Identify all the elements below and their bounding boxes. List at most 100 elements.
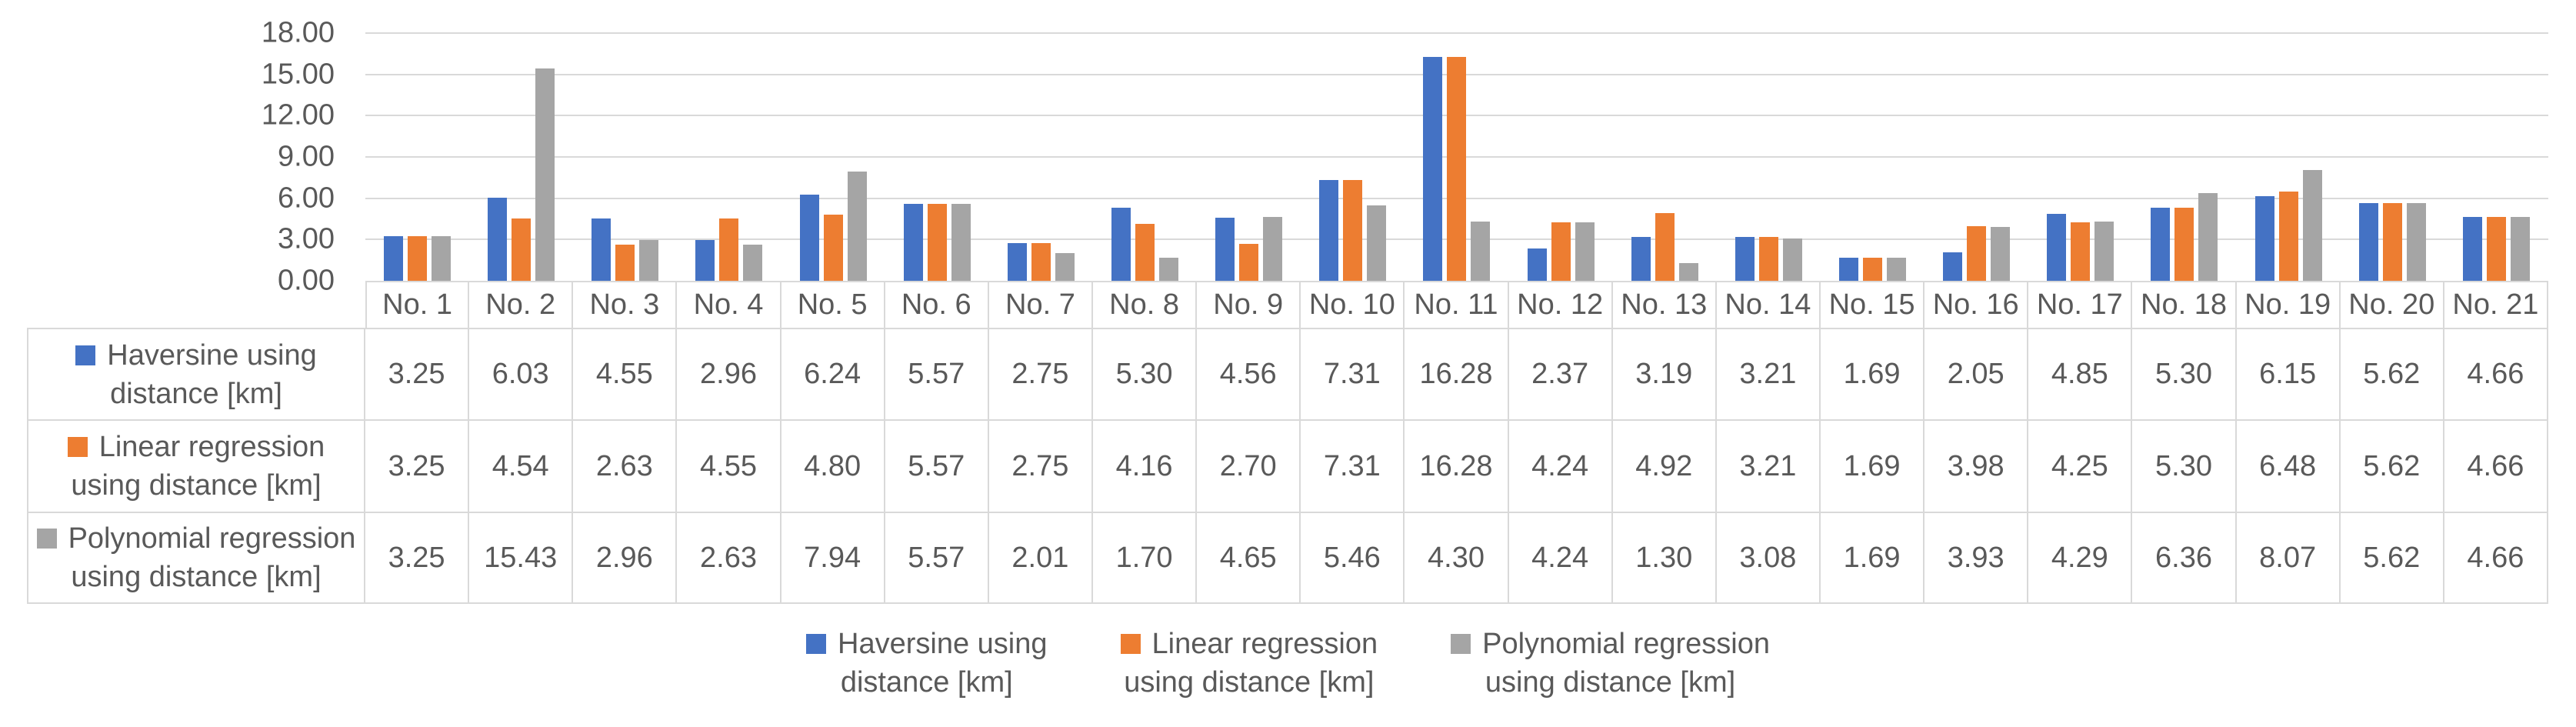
y-axis-tick-label: 15.00: [261, 58, 335, 91]
bar-linear-regression: [719, 218, 739, 281]
table-value-cell: 4.66: [2444, 329, 2548, 421]
table-value-cell: 3.19: [1612, 329, 1717, 421]
bar-polynomial-regression: [743, 245, 763, 281]
table-header-cell: No. 4: [677, 281, 781, 329]
bar-haversine: [695, 240, 715, 281]
bar-group: [469, 0, 573, 281]
bar-polynomial-regression: [1367, 205, 1387, 281]
table-value-cell: 15.43: [469, 513, 574, 604]
bar-linear-regression: [512, 218, 532, 281]
bar-polynomial-regression: [1159, 258, 1179, 281]
table-value-cell: 5.46: [1301, 513, 1405, 604]
table-value-cell: 7.94: [781, 513, 885, 604]
bar-linear-regression: [1967, 226, 1987, 281]
series-label-text: Polynomial regression: [68, 522, 356, 555]
table-value-cell: 3.25: [365, 329, 470, 421]
table-value-cell: 1.69: [1820, 421, 1925, 513]
bar-linear-regression: [1863, 258, 1883, 281]
legend-entry-line1: Linear regression: [1120, 625, 1378, 663]
table-value-cell: 4.92: [1612, 421, 1717, 513]
table-value-cell: 4.55: [677, 421, 781, 513]
table-value-cell: 3.21: [1716, 329, 1821, 421]
legend-entry-line2: using distance [km]: [1485, 666, 1736, 699]
table-header-cell: No. 5: [781, 281, 885, 329]
table-header-cell: No. 7: [988, 281, 1093, 329]
bar-haversine: [1215, 218, 1235, 281]
table-corner-cell: [27, 281, 365, 329]
table-value-cell: 3.25: [365, 421, 470, 513]
table-value-cell: 5.57: [885, 329, 989, 421]
table-value-cell: 4.66: [2444, 513, 2548, 604]
legend-swatch: [806, 634, 827, 654]
table-value-cell: 8.07: [2236, 513, 2341, 604]
bar-group: [1405, 0, 1508, 281]
table-value-cell: 5.30: [2132, 421, 2237, 513]
series-label-line1: Haversine using: [75, 336, 317, 375]
table-header-cell: No. 21: [2444, 281, 2548, 329]
table-header-cell: No. 1: [365, 281, 470, 329]
y-axis-tick-label: 6.00: [278, 182, 335, 215]
table-value-cell: 3.98: [1925, 421, 2029, 513]
y-axis-tick-label: 18.00: [261, 16, 335, 49]
legend-entry: Haversine using distance [km]: [806, 625, 1048, 702]
series-label-line2: using distance [km]: [71, 561, 322, 593]
series-label-line2: distance [km]: [110, 377, 282, 410]
bar-haversine: [2462, 217, 2482, 281]
bar-linear-regression: [2278, 192, 2298, 281]
bar-linear-regression: [927, 204, 947, 281]
data-table: No. 1 No. 2 No. 3 No. 4 No. 5 No. 6 No. 7 No. 8…: [27, 281, 2548, 604]
bar-group: [1197, 0, 1301, 281]
bar-haversine: [903, 204, 923, 281]
table-value-cell: 1.69: [1820, 513, 1925, 604]
table-value-cell: 4.54: [469, 421, 574, 513]
table-value-cell: 2.05: [1925, 329, 2029, 421]
table-value-cell: 2.37: [1508, 329, 1613, 421]
bar-group: [1925, 0, 2028, 281]
bar-linear-regression: [1655, 213, 1675, 281]
series-label-text: Linear regression: [98, 431, 325, 463]
y-axis-tick-label: 12.00: [261, 98, 335, 132]
table-value-cell: 2.01: [988, 513, 1093, 604]
bar-group: [573, 0, 677, 281]
legend-swatch: [1451, 634, 1471, 654]
legend-entry: Linear regression using distance [km]: [1120, 625, 1378, 702]
bar-linear-regression: [1758, 237, 1778, 281]
table-value-cell: 5.57: [885, 513, 989, 604]
table-value-cell: 3.08: [1716, 513, 1821, 604]
table-value-cell: 7.31: [1301, 329, 1405, 421]
bar-haversine: [2151, 208, 2171, 281]
table-value-cell: 1.30: [1612, 513, 1717, 604]
table-value-cell: 6.15: [2236, 329, 2341, 421]
bar-polynomial-regression: [2302, 170, 2322, 281]
table-value-cell: 3.21: [1716, 421, 1821, 513]
table-value-cell: 16.28: [1405, 421, 1509, 513]
bar-haversine: [799, 195, 819, 281]
table-value-cell: 7.31: [1301, 421, 1405, 513]
bar-polynomial-regression: [2198, 193, 2218, 281]
table-header-cell: No. 2: [469, 281, 574, 329]
bar-haversine: [2254, 196, 2274, 281]
bar-polynomial-regression: [1471, 222, 1491, 281]
table-value-cell: 4.24: [1508, 421, 1613, 513]
bar-linear-regression: [2486, 217, 2506, 281]
table-value-cell: 16.28: [1405, 329, 1509, 421]
legend-key-swatch: [75, 345, 96, 365]
bar-linear-regression: [2382, 203, 2402, 281]
series-label-cell: Polynomial regression using distance [km]: [27, 513, 365, 604]
bar-haversine: [2358, 203, 2378, 281]
bar-haversine: [1839, 258, 1859, 281]
y-axis-tick-label: 9.00: [278, 140, 335, 173]
table-header-cell: No. 12: [1508, 281, 1613, 329]
chart-legend: Haversine using distance [km] Linear regre…: [0, 625, 2576, 702]
bar-polynomial-regression: [432, 236, 452, 281]
legend-entry-text: Haversine using: [838, 628, 1048, 660]
table-value-cell: 4.16: [1092, 421, 1198, 513]
table-value-cell: 6.24: [781, 329, 885, 421]
table-value-cell: 5.62: [2340, 329, 2444, 421]
bar-group: [2028, 0, 2132, 281]
series-label-cell: Haversine using distance [km]: [27, 329, 365, 421]
bar-polynomial-regression: [847, 172, 867, 281]
legend-key-swatch: [36, 529, 57, 549]
table-header-cell: No. 16: [1925, 281, 2029, 329]
